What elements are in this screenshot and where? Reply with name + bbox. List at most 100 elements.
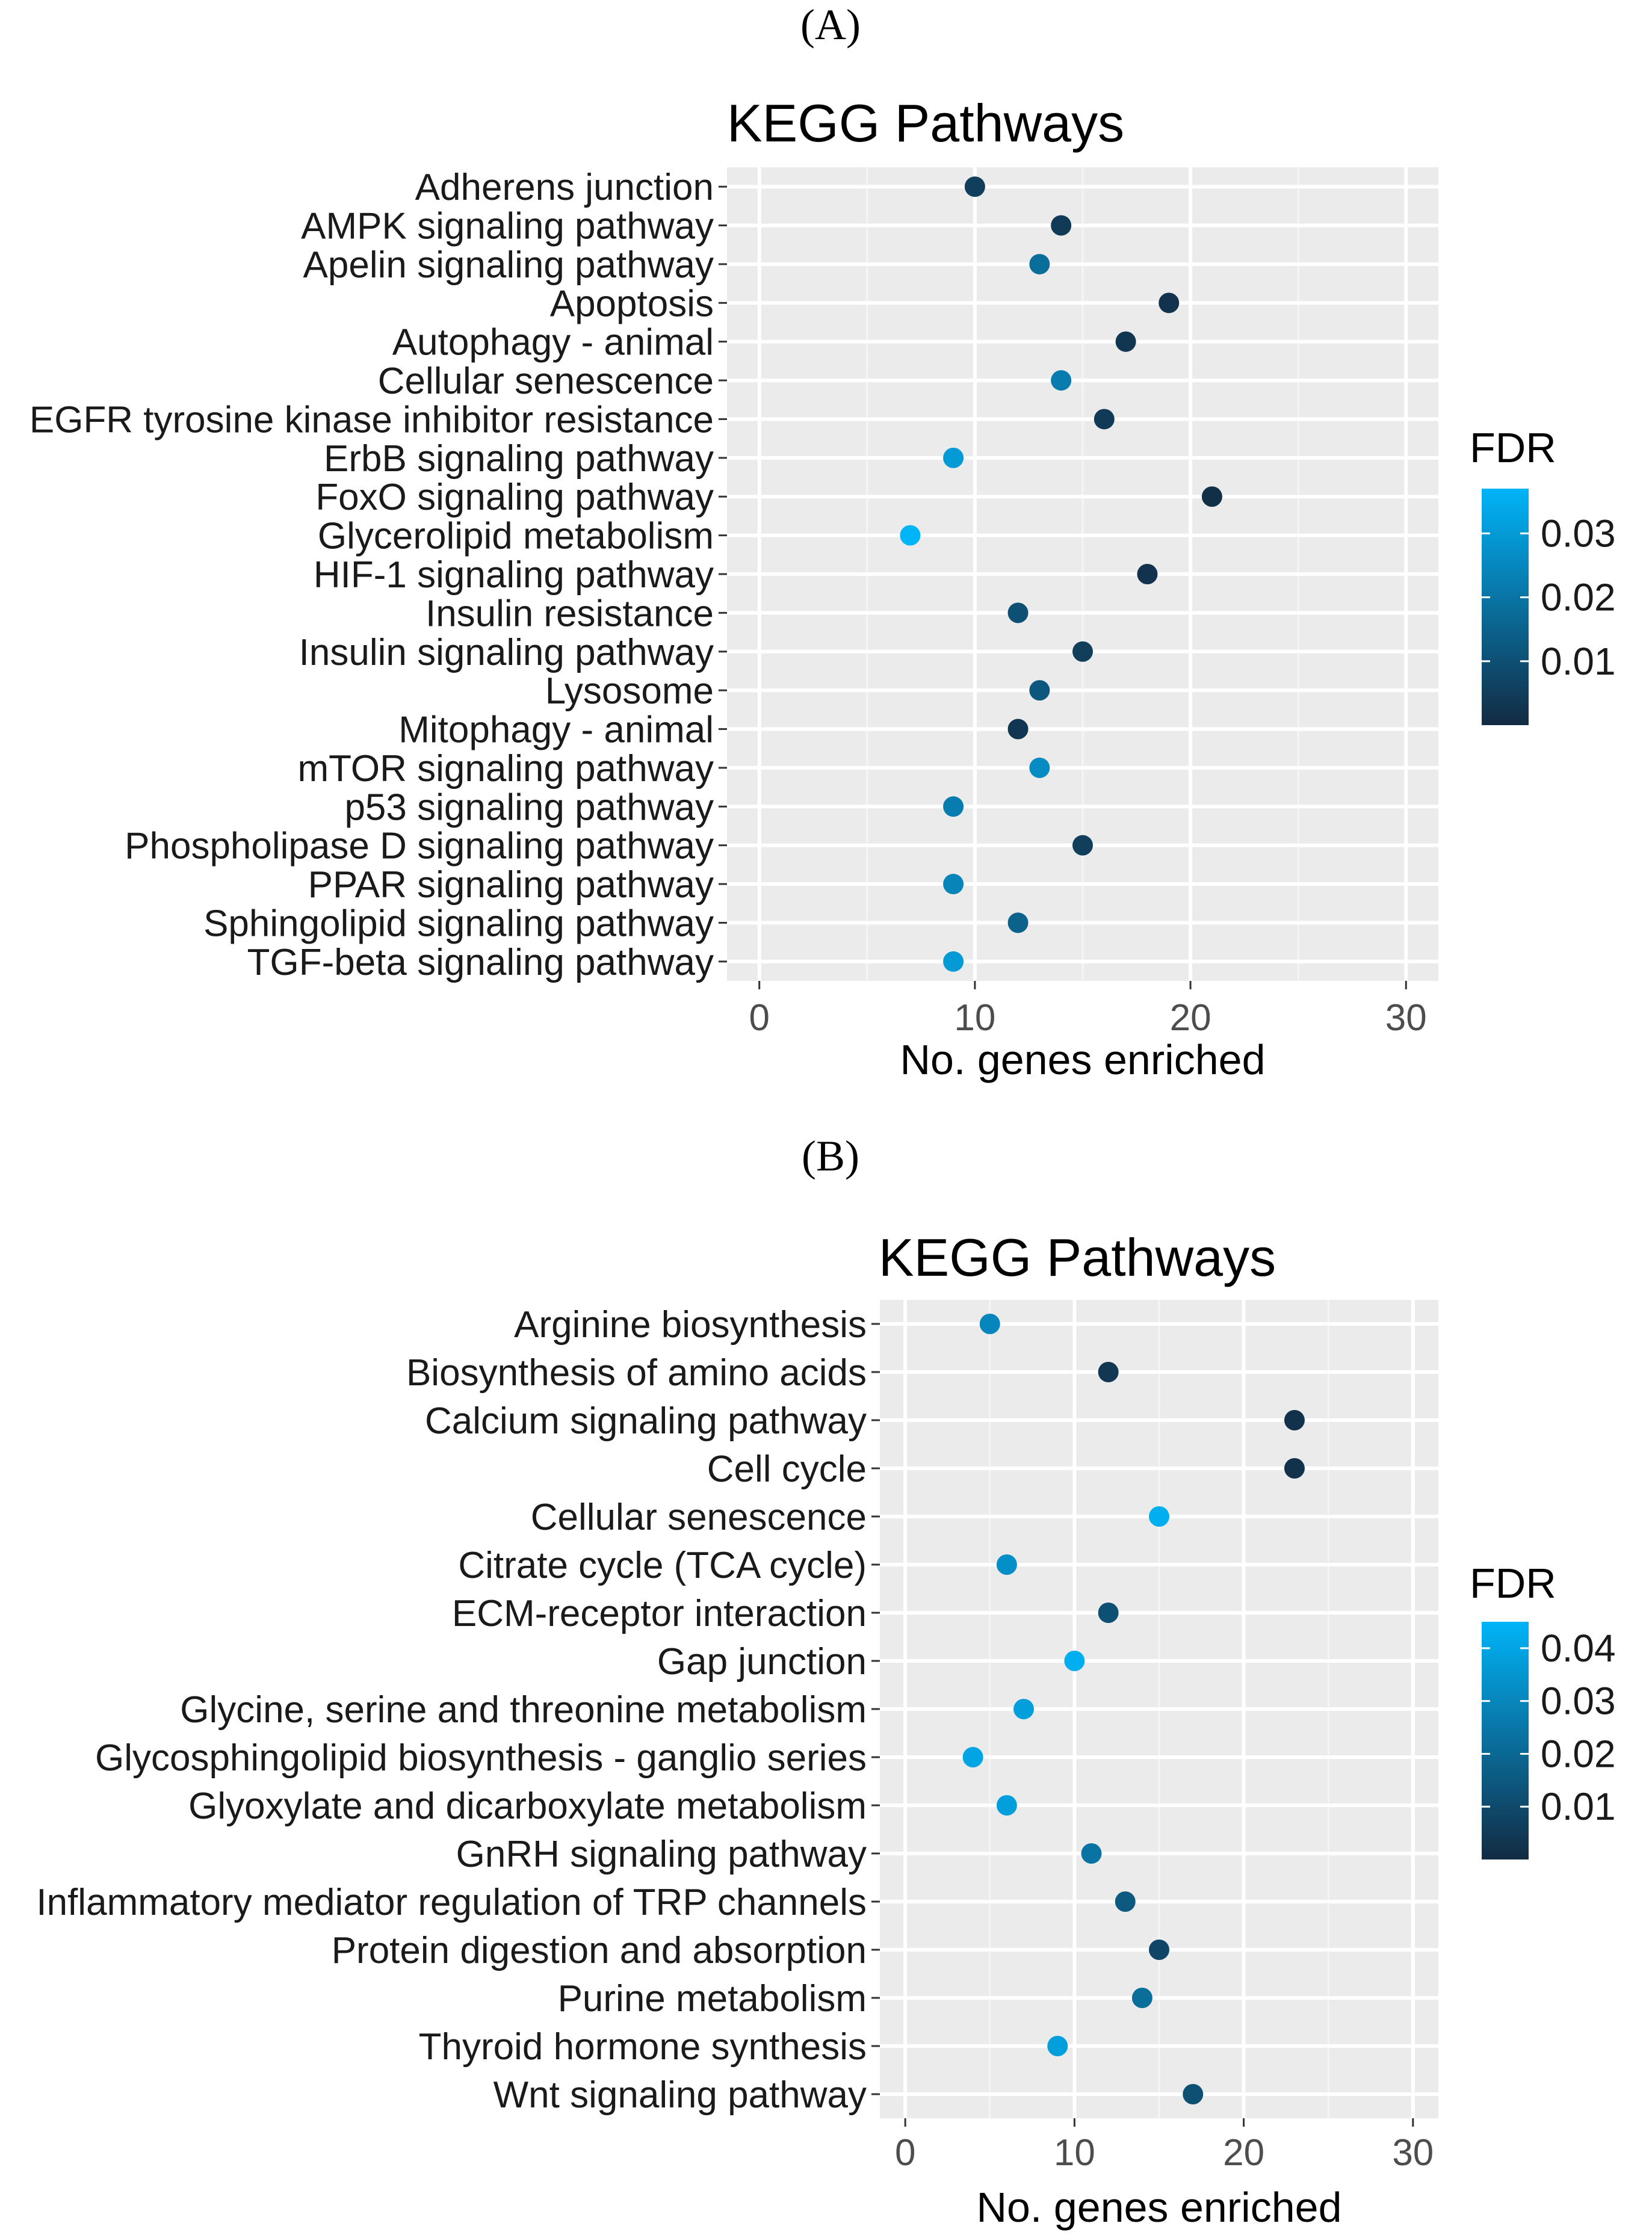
x-tick-label: 0 bbox=[895, 2132, 915, 2174]
data-point bbox=[1201, 486, 1222, 507]
y-tick-label: Gap junction bbox=[657, 1641, 867, 1683]
y-tick-label: Cell cycle bbox=[707, 1448, 867, 1490]
x-tick-label: 20 bbox=[1223, 2132, 1264, 2174]
y-tick-label: EGFR tyrosine kinase inhibitor resistanc… bbox=[29, 399, 714, 440]
data-point bbox=[1094, 409, 1115, 430]
y-tick-label: Purine metabolism bbox=[558, 1978, 867, 2020]
legend-tick-label: 0.03 bbox=[1541, 512, 1616, 555]
y-tick-label: Insulin signaling pathway bbox=[299, 632, 714, 673]
y-tick-label: Lysosome bbox=[545, 670, 714, 712]
x-tick-label: 20 bbox=[1170, 997, 1211, 1039]
y-tick-label: Glycine, serine and threonine metabolism bbox=[180, 1689, 867, 1731]
y-tick-label: PPAR signaling pathway bbox=[308, 864, 714, 906]
data-point bbox=[1131, 1988, 1152, 2008]
chart-panel-b: KEGG Pathways Arginine biosynthesis Biosyn… bbox=[36, 1228, 1615, 2231]
data-point bbox=[1029, 680, 1050, 701]
y-tick-label: mTOR signaling pathway bbox=[297, 748, 714, 790]
data-point bbox=[979, 1314, 1000, 1334]
data-point bbox=[1115, 331, 1136, 352]
chart-title: KEGG Pathways bbox=[727, 93, 1124, 153]
data-point bbox=[1159, 292, 1180, 314]
panel-b-label: (B) bbox=[802, 1132, 859, 1180]
y-tick-label: Insulin resistance bbox=[425, 593, 714, 634]
data-point bbox=[1183, 2084, 1204, 2104]
data-point bbox=[964, 176, 985, 197]
data-point bbox=[1098, 1603, 1119, 1623]
legend-tick-label: 0.02 bbox=[1541, 1732, 1616, 1775]
data-point bbox=[1007, 602, 1029, 623]
legend-tick-label: 0.01 bbox=[1541, 640, 1616, 683]
y-tick-label: Apoptosis bbox=[550, 283, 714, 324]
y-tick-label: Glyoxylate and dicarboxylate metabolism bbox=[188, 1785, 867, 1827]
y-tick-label: Cellular senescence bbox=[378, 360, 714, 402]
y-tick-label: ErbB signaling pathway bbox=[324, 438, 714, 480]
data-point bbox=[900, 525, 921, 546]
y-tick-label: Glycosphingolipid biosynthesis - ganglio… bbox=[95, 1737, 867, 1779]
data-point bbox=[1072, 835, 1093, 856]
data-point bbox=[1047, 2036, 1068, 2056]
y-tick-label: Cellular senescence bbox=[531, 1497, 867, 1538]
y-tick-label: Glycerolipid metabolism bbox=[318, 516, 714, 557]
y-tick-label: Phospholipase D signaling pathway bbox=[125, 826, 714, 867]
legend-colorbar bbox=[1482, 489, 1529, 725]
x-tick-label: 0 bbox=[749, 997, 769, 1039]
chart-title: KEGG Pathways bbox=[879, 1228, 1276, 1287]
y-tick-label: p53 signaling pathway bbox=[344, 787, 714, 828]
y-tick-label: Mitophagy - animal bbox=[398, 709, 714, 751]
legend-tick-label: 0.02 bbox=[1541, 576, 1616, 619]
x-tick-label: 10 bbox=[1054, 2132, 1095, 2174]
data-point bbox=[1064, 1651, 1085, 1671]
data-point bbox=[1284, 1410, 1305, 1430]
data-point bbox=[1029, 757, 1050, 778]
y-tick-label: ECM-receptor interaction bbox=[452, 1593, 867, 1634]
data-point bbox=[943, 874, 964, 895]
data-point bbox=[1098, 1362, 1119, 1382]
data-point bbox=[1115, 1891, 1136, 1912]
data-point bbox=[1007, 912, 1029, 933]
panel-a-label: (A) bbox=[800, 1, 861, 49]
data-point bbox=[1029, 253, 1050, 274]
x-tick-label: 30 bbox=[1392, 2132, 1434, 2174]
data-point bbox=[1051, 215, 1072, 236]
legend-colorbar bbox=[1482, 1622, 1529, 1859]
y-tick-label: Sphingolipid signaling pathway bbox=[203, 903, 714, 944]
y-tick-label: Protein digestion and absorption bbox=[332, 1930, 867, 1971]
data-point bbox=[1137, 564, 1158, 584]
data-point bbox=[1284, 1458, 1305, 1479]
y-tick-label: Wnt signaling pathway bbox=[493, 2074, 867, 2116]
data-point bbox=[1013, 1699, 1035, 1719]
x-tick-label: 30 bbox=[1385, 997, 1427, 1039]
y-tick-label: Thyroid hormone synthesis bbox=[419, 2026, 867, 2068]
data-point bbox=[943, 796, 964, 817]
y-tick-label: HIF-1 signaling pathway bbox=[314, 554, 714, 596]
data-point bbox=[1007, 719, 1029, 740]
y-tick-label: TGF-beta signaling pathway bbox=[247, 942, 714, 983]
legend-tick-label: 0.04 bbox=[1541, 1627, 1616, 1670]
legend-tick-label: 0.01 bbox=[1541, 1785, 1616, 1828]
data-point bbox=[1149, 1506, 1169, 1527]
data-point bbox=[943, 951, 964, 972]
y-tick-label: FoxO signaling pathway bbox=[315, 477, 714, 518]
y-tick-label: Calcium signaling pathway bbox=[425, 1400, 867, 1442]
data-point bbox=[1149, 1940, 1169, 1960]
data-point bbox=[996, 1554, 1017, 1575]
legend-tick-label: 0.03 bbox=[1541, 1680, 1616, 1723]
y-tick-label: Inflammatory mediator regulation of TRP … bbox=[36, 1882, 867, 1923]
data-point bbox=[962, 1747, 983, 1767]
y-tick-label: Arginine biosynthesis bbox=[514, 1304, 867, 1346]
y-tick-label: Autophagy - animal bbox=[392, 322, 714, 363]
data-point bbox=[1072, 641, 1093, 662]
data-point bbox=[1081, 1843, 1102, 1864]
x-axis-title: No. genes enriched bbox=[900, 1036, 1265, 1083]
data-point bbox=[1051, 370, 1072, 391]
x-axis-title: No. genes enriched bbox=[976, 2184, 1341, 2231]
data-point bbox=[943, 447, 964, 468]
x-tick-label: 10 bbox=[954, 997, 995, 1039]
legend-title: FDR bbox=[1470, 1560, 1556, 1607]
y-tick-label: GnRH signaling pathway bbox=[456, 1834, 867, 1875]
y-tick-label: AMPK signaling pathway bbox=[301, 206, 714, 247]
legend-title: FDR bbox=[1470, 424, 1556, 471]
y-tick-label: Apelin signaling pathway bbox=[303, 244, 714, 286]
y-tick-label: Biosynthesis of amino acids bbox=[406, 1352, 867, 1394]
